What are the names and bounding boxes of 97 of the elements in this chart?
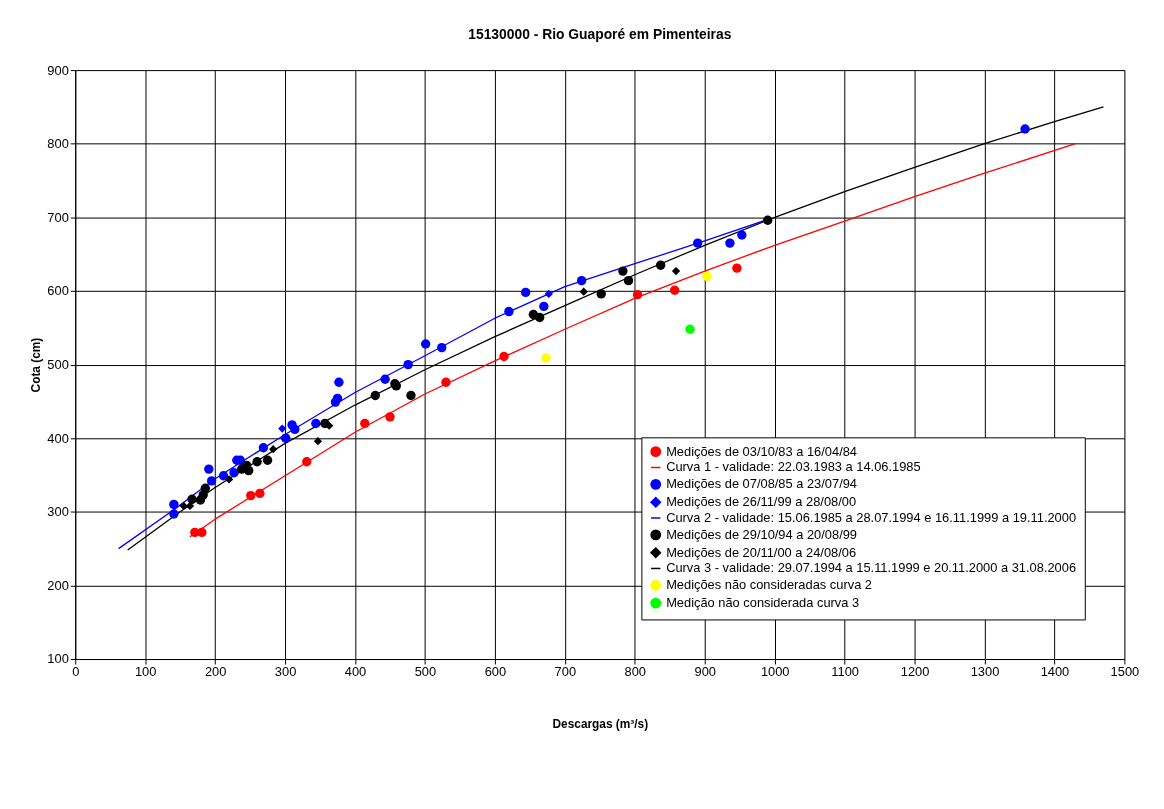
y-tick-label: 400: [47, 430, 69, 446]
point: [258, 443, 269, 453]
point: [732, 263, 742, 273]
legend-label: Curva 1 - validade: 22.03.1983 a 14.06.1985: [666, 459, 921, 475]
y-axis-title: Cota (cm): [29, 337, 44, 393]
point: [702, 271, 712, 281]
y-tick-label: 600: [47, 283, 69, 299]
point: [655, 260, 666, 270]
x-tick-label: 500: [414, 664, 437, 680]
point: [281, 433, 291, 443]
point: [334, 377, 344, 387]
point: [206, 476, 217, 486]
point: [187, 494, 197, 504]
y-tick-label: 100: [47, 651, 69, 667]
point: [200, 483, 211, 493]
point: [169, 509, 179, 519]
point: [360, 418, 370, 429]
chart-title: 15130000 - Rio Guaporé em Pimenteiras: [468, 26, 732, 43]
point: [623, 275, 634, 286]
point: [262, 455, 273, 465]
point: [618, 266, 628, 276]
x-tick-label: 1500: [1110, 664, 1140, 680]
x-tick-label: 300: [274, 664, 297, 680]
legend-label: Medições de 07/08/85 a 23/07/94: [666, 476, 858, 492]
point: [332, 393, 343, 404]
point: [243, 465, 254, 476]
x-tick-label: 400: [344, 664, 367, 680]
y-tick-label: 200: [47, 577, 69, 593]
x-tick-label: 0: [72, 664, 80, 680]
x-tick-label: 1400: [1040, 664, 1070, 680]
point: [204, 464, 214, 474]
legend-label: Curva 2 - validade: 15.06.1985 a 28.07.1994 e 16.11.1999 a 19.11.2000: [666, 509, 1077, 525]
x-tick-label: 1000: [760, 664, 790, 680]
point: [437, 342, 447, 353]
point: [370, 390, 380, 401]
point: [499, 351, 509, 362]
point: [539, 301, 549, 312]
x-tick-label: 600: [484, 664, 507, 680]
point: [762, 215, 773, 225]
point: [420, 339, 431, 349]
point: [685, 324, 695, 334]
x-tick-label: 200: [204, 664, 227, 680]
point: [596, 289, 606, 299]
point: [290, 424, 300, 435]
point: [197, 527, 207, 538]
point: [269, 445, 278, 454]
y-tick-label: 500: [47, 357, 69, 373]
x-tick-label: 1100: [831, 664, 859, 680]
point: [576, 275, 587, 286]
point: [224, 475, 234, 484]
point: [246, 490, 256, 501]
y-tick-label: 300: [47, 504, 69, 520]
legend-label: Medições de 03/10/83 a 16/04/84: [666, 443, 858, 459]
x-tick-label: 800: [624, 664, 647, 680]
point: [737, 230, 747, 240]
point: [229, 468, 239, 478]
point: [1020, 124, 1030, 134]
point: [252, 457, 262, 467]
y-tick-label: 900: [47, 62, 69, 78]
y-tick-label: 700: [47, 209, 69, 225]
x-tick-label: 700: [554, 664, 577, 680]
point: [671, 266, 681, 276]
point: [534, 312, 545, 323]
point: [693, 238, 703, 248]
x-tick-label: 1300: [970, 664, 1000, 680]
point: [218, 471, 229, 481]
point: [169, 499, 179, 510]
point: [541, 353, 551, 363]
point: [302, 457, 312, 467]
legend-label: Medições não consideradas curva 2: [666, 577, 873, 593]
point: [544, 289, 553, 299]
point: [632, 289, 643, 300]
point: [403, 359, 413, 370]
point: [255, 488, 265, 499]
point: [725, 238, 735, 248]
x-axis-title: Descargas (m³/s): [552, 716, 649, 731]
point: [380, 374, 390, 384]
x-tick-label: 100: [134, 664, 157, 680]
point: [313, 436, 323, 446]
point: [520, 287, 531, 298]
point: [579, 287, 588, 296]
point: [278, 424, 287, 433]
point: [406, 390, 416, 401]
legend-label: Medições de 20/11/00 a 24/08/06: [666, 544, 857, 560]
x-tick-label: 1200: [900, 664, 930, 680]
legend-label: Curva 3 - validade: 29.07.1994 a 15.11.1999 e 20.11.2000 a 31.08.2006: [666, 560, 1077, 576]
point: [385, 412, 395, 422]
point: [311, 418, 321, 429]
point: [669, 285, 680, 295]
y-tick-label: 800: [47, 136, 69, 152]
x-tick-label: 900: [694, 664, 716, 680]
point: [441, 377, 451, 387]
point: [504, 306, 514, 317]
legend-label: Medições de 26/11/99 a 28/08/00: [666, 494, 857, 510]
point: [185, 501, 195, 511]
legend-label: Medições de 29/10/94 a 20/08/99: [666, 526, 858, 542]
legend-label: Medição não considerada curva 3: [666, 595, 860, 611]
